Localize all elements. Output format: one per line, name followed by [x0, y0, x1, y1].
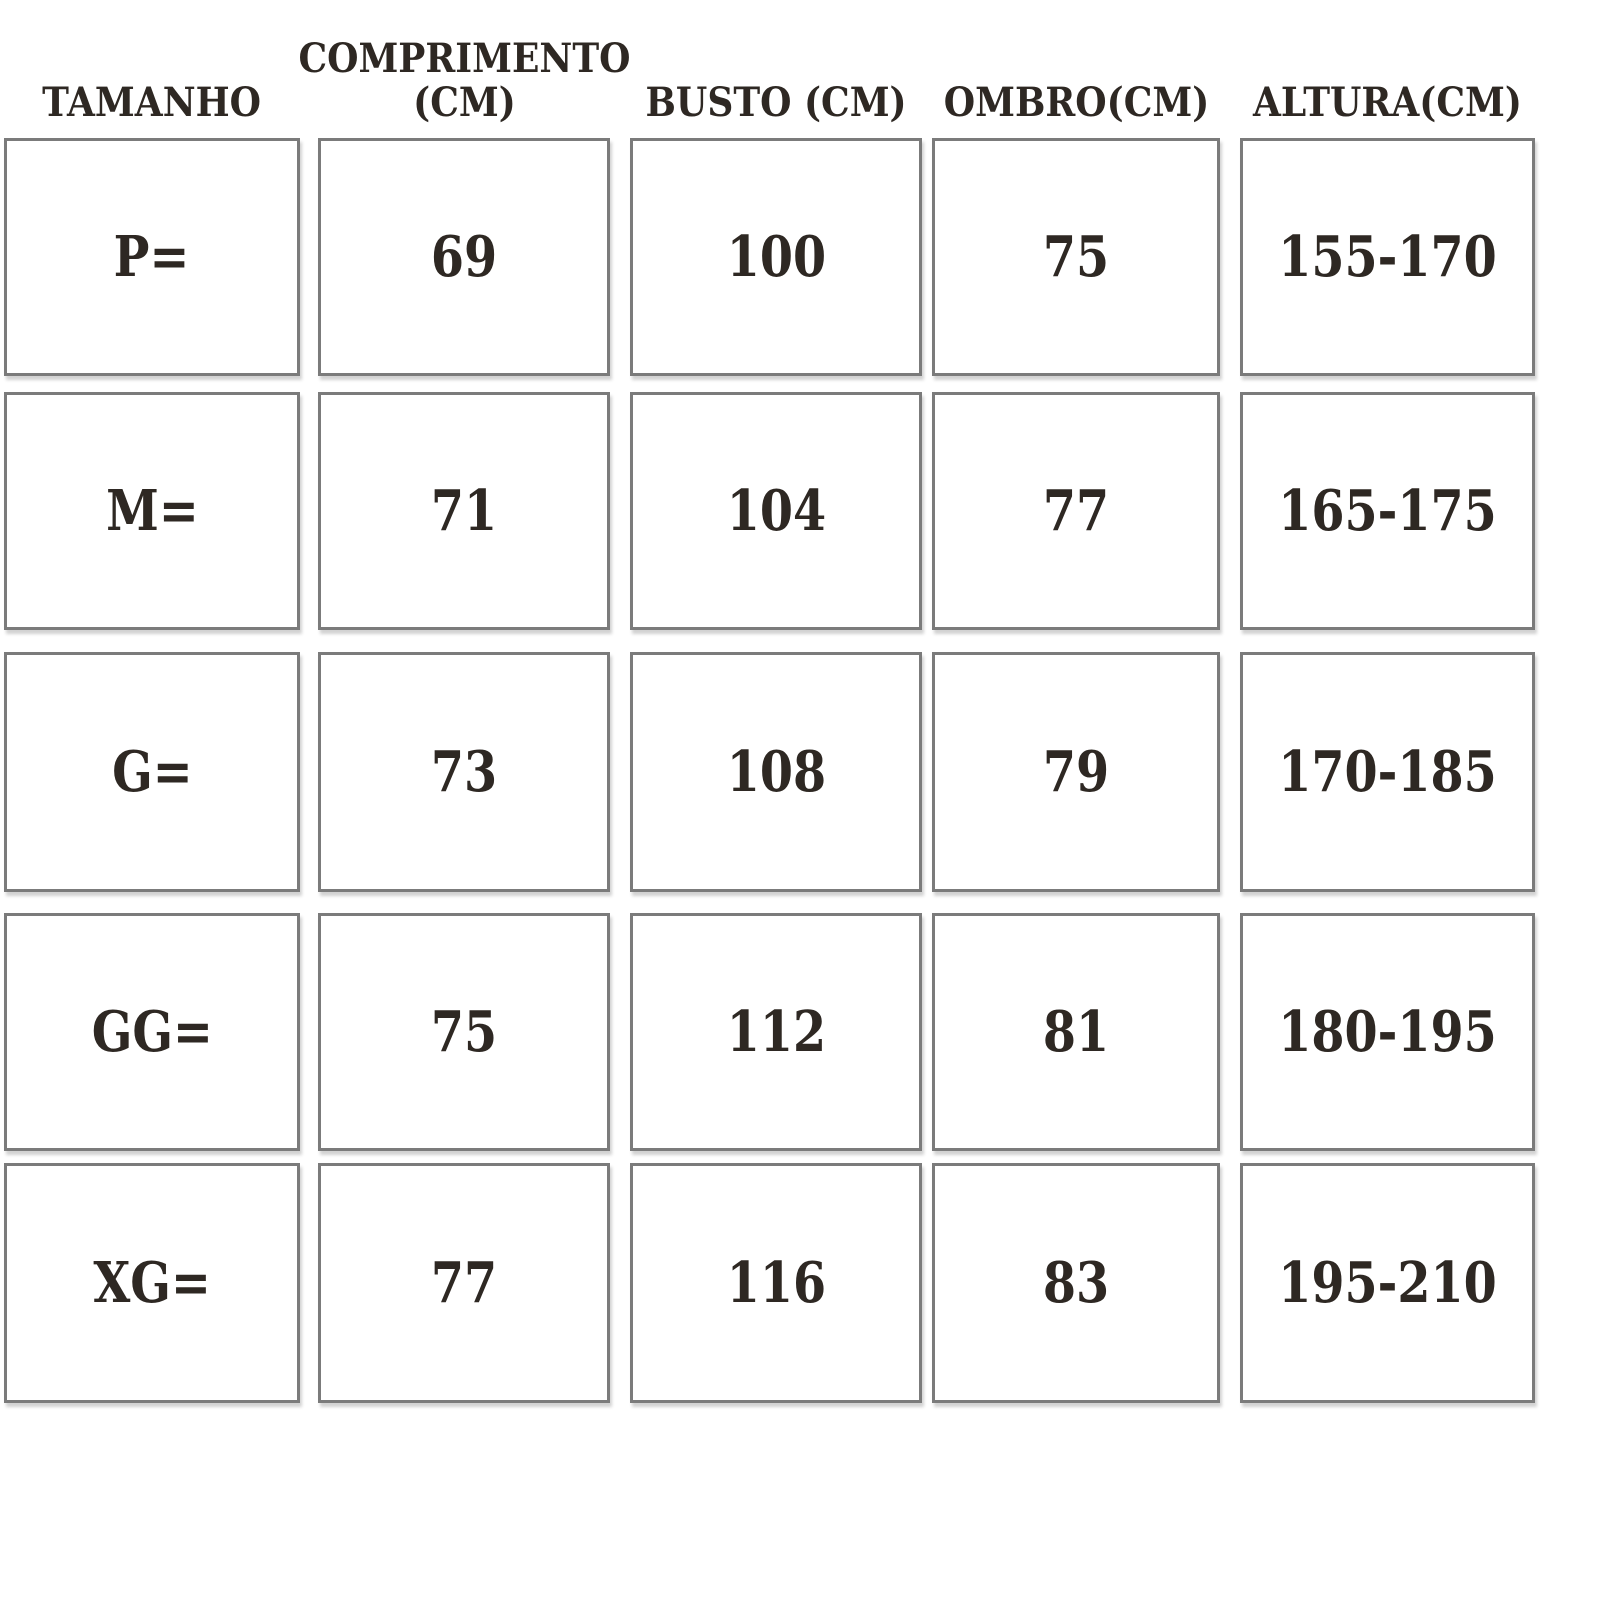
- column-header-label: COMPRIMENTO (CM): [297, 35, 631, 126]
- cell-value: 108: [726, 739, 826, 805]
- cell-gg-comprimento: 75: [318, 913, 610, 1151]
- cell-g-comprimento: 73: [318, 652, 610, 892]
- cell-value: 71: [430, 478, 498, 544]
- size-label-cell-p: P=: [4, 138, 300, 376]
- size-label-cell-gg: GG=: [4, 913, 300, 1151]
- cell-value: XG=: [93, 1250, 211, 1316]
- cell-p-altura: 155-170: [1240, 138, 1535, 376]
- column-header-tamanho: TAMANHO: [4, 0, 300, 138]
- cell-value: 73: [430, 739, 498, 805]
- cell-value: 195-210: [1278, 1250, 1497, 1316]
- cell-value: 170-185: [1278, 739, 1497, 805]
- cell-value: 155-170: [1278, 224, 1497, 290]
- cell-value: 77: [1042, 478, 1110, 544]
- cell-gg-altura: 180-195: [1240, 913, 1535, 1151]
- size-label-cell-m: M=: [4, 392, 300, 630]
- column-header-altura: ALTURA(CM): [1240, 0, 1535, 138]
- cell-value: G=: [111, 739, 193, 805]
- cell-xg-comprimento: 77: [318, 1163, 610, 1403]
- cell-value: 180-195: [1278, 999, 1497, 1065]
- size-label-cell-g: G=: [4, 652, 300, 892]
- cell-value: 83: [1042, 1250, 1110, 1316]
- column-header-label: OMBRO(CM): [943, 79, 1209, 126]
- cell-value: 75: [1042, 224, 1110, 290]
- cell-g-busto: 108: [630, 652, 922, 892]
- column-header-comprimento: COMPRIMENTO (CM): [298, 0, 630, 138]
- cell-value: 104: [726, 478, 826, 544]
- cell-value: 112: [726, 999, 826, 1065]
- cell-m-ombro: 77: [932, 392, 1220, 630]
- size-chart-grid: TAMANHO COMPRIMENTO (CM) BUSTO (CM) OMBRO(C…: [4, 0, 1535, 1403]
- column-header-ombro: OMBRO(CM): [932, 0, 1220, 138]
- cell-m-busto: 104: [630, 392, 922, 630]
- cell-value: P=: [114, 224, 190, 290]
- cell-value: 165-175: [1278, 478, 1497, 544]
- cell-value: 75: [430, 999, 498, 1065]
- cell-p-comprimento: 69: [318, 138, 610, 376]
- column-header-label: TAMANHO: [42, 79, 262, 126]
- cell-value: GG=: [91, 999, 213, 1065]
- cell-m-comprimento: 71: [318, 392, 610, 630]
- cell-value: 116: [726, 1250, 826, 1316]
- cell-xg-ombro: 83: [932, 1163, 1220, 1403]
- cell-gg-ombro: 81: [932, 913, 1220, 1151]
- column-header-busto: BUSTO (CM): [630, 0, 922, 138]
- cell-value: 81: [1042, 999, 1110, 1065]
- cell-xg-busto: 116: [630, 1163, 922, 1403]
- cell-value: M=: [105, 478, 199, 544]
- column-header-label: BUSTO (CM): [645, 79, 907, 126]
- cell-p-busto: 100: [630, 138, 922, 376]
- cell-p-ombro: 75: [932, 138, 1220, 376]
- cell-value: 100: [726, 224, 826, 290]
- column-header-label: ALTURA(CM): [1253, 79, 1522, 126]
- cell-value: 77: [430, 1250, 498, 1316]
- cell-value: 69: [430, 224, 498, 290]
- cell-value: 79: [1042, 739, 1110, 805]
- cell-g-ombro: 79: [932, 652, 1220, 892]
- cell-g-altura: 170-185: [1240, 652, 1535, 892]
- cell-gg-busto: 112: [630, 913, 922, 1151]
- cell-m-altura: 165-175: [1240, 392, 1535, 630]
- cell-xg-altura: 195-210: [1240, 1163, 1535, 1403]
- size-label-cell-xg: XG=: [4, 1163, 300, 1403]
